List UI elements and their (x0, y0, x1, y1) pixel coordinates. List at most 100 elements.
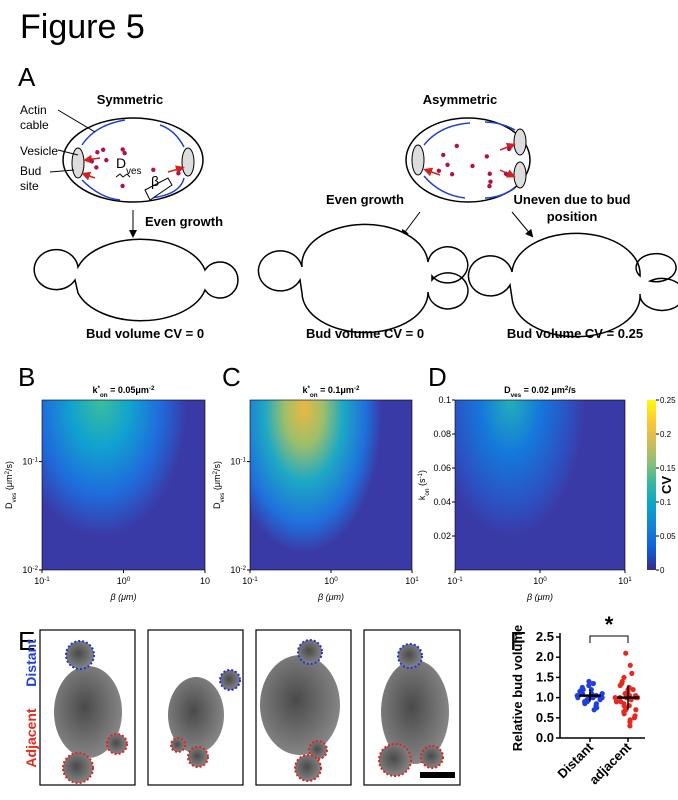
arrow (400, 211, 421, 238)
tick-label: 10-2 (22, 565, 38, 576)
text-part: 0 (543, 576, 547, 583)
text-part: -1 (417, 472, 424, 478)
y-axis-label: kon (s-1) (417, 470, 431, 500)
text-part: = 0.1 (318, 385, 341, 395)
label: Dves (116, 155, 141, 177)
x-tick-label: adjacent (586, 739, 634, 787)
vesicle (89, 159, 95, 164)
y-tick-label: 0.5 (536, 710, 554, 725)
label: β (151, 173, 159, 189)
tick-label: 0.1 (660, 498, 672, 507)
data-point (613, 699, 620, 705)
tick-label: 10-1 (22, 456, 38, 467)
y-tick-label: 2.5 (536, 629, 554, 644)
text-part: 10 (230, 457, 240, 467)
tick-label: 0 (660, 566, 665, 575)
tick-label: 0.2 (660, 430, 672, 439)
label: cable (20, 118, 49, 132)
label: Bud volume CV = 0.25 (507, 326, 643, 341)
text-part: * (307, 385, 310, 392)
text-part: D (4, 502, 14, 509)
vesicle (506, 146, 512, 152)
text-part: 0 (334, 576, 338, 583)
vesicle (487, 171, 492, 176)
vesicle (122, 150, 127, 156)
data-point (621, 703, 627, 709)
text-part: /s) (4, 461, 14, 471)
tick-label: 0.05 (660, 532, 676, 541)
colorbar-label: CV (659, 476, 674, 494)
text-part: -1 (44, 576, 50, 583)
distant-buds (65, 639, 423, 691)
chart-title: k*on = 0.1μm-2 (302, 385, 360, 399)
data-point (623, 650, 629, 656)
y-tick-label: 1.0 (536, 690, 554, 705)
actin-cable (81, 119, 185, 201)
text-part: -2 (354, 385, 360, 392)
tick-label: 10-1 (242, 576, 258, 587)
data-point (581, 699, 588, 705)
label: Bud volume CV = 0 (306, 326, 424, 341)
panel-label: D (428, 362, 447, 392)
text-part: -2 (240, 565, 246, 572)
text-part: /s (568, 385, 576, 395)
y-tick-label: 1.5 (536, 669, 554, 684)
tick-label: 0.02 (433, 531, 451, 541)
x-axis-label: β (μm) (317, 592, 344, 602)
label: Uneven due to bud (514, 192, 631, 207)
text-part: 10 (34, 576, 44, 586)
tick-label: 100 (117, 576, 131, 587)
heatmap (250, 400, 412, 570)
y-tick-label: 2.0 (536, 649, 554, 664)
vesicle (120, 183, 125, 189)
text-part: /s) (212, 461, 222, 471)
vesicle (454, 143, 459, 149)
label: Distant (23, 639, 39, 687)
label: Bud (20, 164, 41, 178)
panel-label: A (18, 62, 36, 92)
tick-label: 101 (618, 576, 632, 587)
bud-site (513, 161, 527, 189)
tick-label: 100 (533, 576, 547, 587)
panel-label: E (18, 626, 35, 656)
label: Symmetric (97, 92, 163, 107)
text-part: 1 (628, 576, 632, 583)
panel-label: F (510, 626, 526, 656)
y-axis-label: Dves (μm2/s) (212, 461, 226, 509)
text-part: ) (417, 470, 427, 473)
vesicle (487, 183, 492, 189)
data-point (593, 701, 600, 707)
text-part: ves (11, 493, 18, 503)
y-axis-label: Relative bud volume (510, 625, 525, 751)
text-part: μm (135, 385, 149, 395)
diffusion (115, 173, 131, 178)
data-point (630, 686, 636, 693)
text-part: (μm (4, 475, 14, 493)
data-point (627, 723, 633, 729)
vesicle (95, 150, 100, 155)
text-part: -2 (149, 385, 155, 392)
text-part: on (100, 392, 108, 399)
data-point (586, 678, 592, 685)
panel-f: F Relative bud volume * 0.0 0.5 1.0 1.5 2.0 2… (510, 612, 645, 787)
text-part: ves (126, 166, 141, 177)
tick-label: 0.15 (660, 464, 676, 473)
text-part: μm (340, 385, 354, 395)
data-point (612, 695, 618, 701)
label: Even growth (145, 214, 223, 229)
tick-label: 0.06 (433, 463, 451, 473)
label: Actin (20, 103, 47, 117)
text-part: -2 (32, 565, 38, 572)
text-part: 10 (242, 576, 252, 586)
panel-e: E Distant Adjacent (18, 626, 461, 786)
text-part: k (302, 385, 308, 395)
text-part: D (504, 385, 511, 395)
text-part: 10 (230, 565, 240, 575)
tick-label: 100 (324, 576, 338, 587)
text-part: on (310, 392, 318, 399)
text-part: -1 (457, 576, 463, 583)
text-part: 10 (447, 576, 457, 586)
text-part: 0 (127, 576, 131, 583)
vesicle (488, 179, 493, 184)
